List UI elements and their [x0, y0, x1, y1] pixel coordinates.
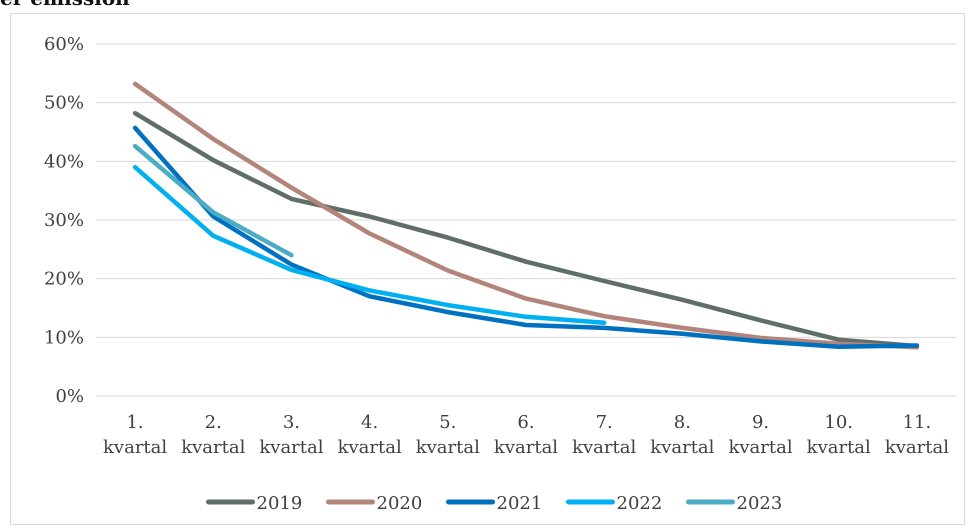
y-tick-label: 30% — [44, 210, 84, 231]
y-tick-label: 60% — [44, 34, 84, 55]
x-tick-label: 5. kvartal — [416, 412, 480, 458]
y-axis: 0% 10% 20% 30% 40% 50% 60% — [44, 34, 84, 407]
x-tick-label: 2. kvartal — [181, 412, 245, 458]
legend-label: 2021 — [497, 493, 543, 514]
legend-label: 2019 — [257, 493, 303, 514]
legend-label: 2023 — [737, 493, 783, 514]
y-tick-label: 10% — [44, 327, 84, 348]
x-tick-label: 3. kvartal — [259, 412, 323, 458]
x-tick-label: 10. kvartal — [807, 412, 871, 458]
x-tick-label: 1. kvartal — [103, 412, 167, 458]
series-line-2020 — [132, 81, 920, 350]
y-tick-label: 20% — [44, 269, 84, 290]
x-tick-label: 8. kvartal — [650, 412, 714, 458]
line-chart: 0% 10% 20% 30% 40% 50% 60% 1. kvartal 2. kvartal 3… — [44, 34, 956, 514]
legend-item-2021: 2021 — [446, 493, 543, 514]
legend-label: 2022 — [617, 493, 663, 514]
chart-frame: 0% 10% 20% 30% 40% 50% 60% 1. kvartal 2. kvartal 3… — [10, 13, 965, 525]
legend-item-2019: 2019 — [206, 493, 303, 514]
x-tick-label: 9. kvartal — [728, 412, 792, 458]
legend-item-2023: 2023 — [686, 493, 783, 514]
series-line-2019 — [132, 110, 920, 349]
y-tick-label: 0% — [55, 386, 84, 407]
x-tick-label: 6. kvartal — [494, 412, 558, 458]
x-axis: 1. kvartal 2. kvartal 3. kvartal 4. kvartal 5. kv… — [103, 412, 949, 458]
series-line-2023 — [132, 143, 294, 258]
y-tick-label: 50% — [44, 93, 84, 114]
x-tick-label: 4. kvartal — [338, 412, 402, 458]
legend-item-2022: 2022 — [566, 493, 663, 514]
y-tick-label: 40% — [44, 151, 84, 172]
legend-item-2020: 2020 — [326, 493, 423, 514]
legend-label: 2020 — [377, 493, 423, 514]
x-tick-label: 11. kvartal — [885, 412, 949, 458]
gridlines — [96, 43, 956, 397]
series-line-2021 — [132, 125, 920, 349]
chart-title-fragment: er emission — [0, 0, 130, 10]
x-tick-label: 7. kvartal — [572, 412, 636, 458]
legend: 2019 2020 2021 2022 2023 — [206, 493, 783, 514]
series-lines — [132, 81, 920, 350]
series-line-2022 — [132, 164, 607, 325]
